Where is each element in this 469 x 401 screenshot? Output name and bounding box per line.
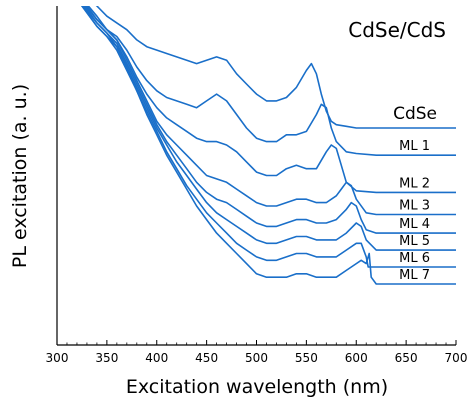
x-tick-label-300: 300 <box>46 351 69 365</box>
series-label-ml-3: ML 3 <box>399 199 430 214</box>
series-label-ml-2: ML 2 <box>399 176 430 191</box>
x-tick-label-350: 350 <box>95 351 118 365</box>
spectrum-curve-ml-5 <box>81 6 456 251</box>
x-tick-label-550: 550 <box>295 351 318 365</box>
series-label-cdse: CdSe <box>393 104 437 124</box>
spectrum-curve-cdse <box>95 6 456 129</box>
x-tick-label-600: 600 <box>345 351 368 365</box>
spectrum-curve-ml-7 <box>81 6 456 285</box>
series-label-ml-5: ML 5 <box>399 234 430 249</box>
x-tick-label-400: 400 <box>145 351 168 365</box>
chart-title: CdSe/CdS <box>348 18 446 42</box>
spectrum-curve-ml-3 <box>84 6 456 216</box>
series-label-ml-7: ML 7 <box>399 268 430 283</box>
spectrum-curve-ml-1 <box>87 6 456 156</box>
spectrum-curve-ml-4 <box>83 6 456 234</box>
series-label-ml-4: ML 4 <box>399 217 430 232</box>
series-label-ml-1: ML 1 <box>399 139 430 154</box>
series-labels: CdSe ML 1 ML 2 ML 3 ML 4 ML 5 ML 6 ML 7 <box>393 104 437 283</box>
y-axis-label: PL excitation (a. u.) <box>9 84 31 268</box>
series-label-ml-6: ML 6 <box>399 251 430 266</box>
spectra-curves <box>81 6 456 285</box>
x-tick-label-450: 450 <box>195 351 218 365</box>
axes: 300 350 400 450 500 550 600 650 700 <box>46 6 468 365</box>
x-tick-label-700: 700 <box>445 351 468 365</box>
x-tick-label-500: 500 <box>245 351 268 365</box>
x-axis-label: Excitation wavelength (nm) <box>126 376 388 398</box>
x-tick-label-650: 650 <box>395 351 418 365</box>
